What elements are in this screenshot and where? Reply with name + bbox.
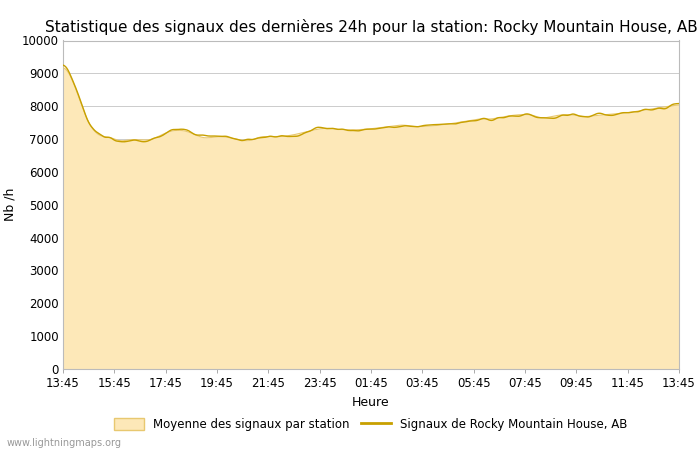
Legend: Moyenne des signaux par station, Signaux de Rocky Mountain House, AB: Moyenne des signaux par station, Signaux…: [109, 413, 633, 435]
Y-axis label: Nb /h: Nb /h: [4, 188, 16, 221]
Title: Statistique des signaux des dernières 24h pour la station: Rocky Mountain House,: Statistique des signaux des dernières 24…: [45, 19, 697, 35]
X-axis label: Heure: Heure: [352, 396, 390, 409]
Text: www.lightningmaps.org: www.lightningmaps.org: [7, 438, 122, 448]
